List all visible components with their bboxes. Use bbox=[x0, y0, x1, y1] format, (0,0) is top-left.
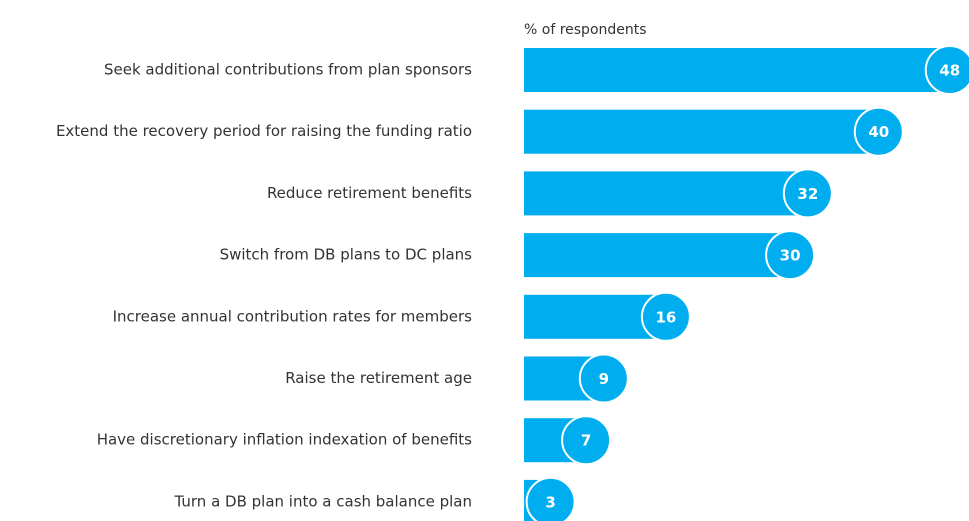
category-label: Reduce retirement benefits bbox=[267, 184, 472, 202]
value-label: 16 bbox=[655, 308, 676, 326]
axis-label: % of respondents bbox=[524, 22, 647, 38]
category-label: Seek additional contributions from plan … bbox=[104, 61, 472, 79]
value-badge bbox=[782, 168, 833, 219]
value-badge bbox=[640, 291, 691, 342]
value-badge bbox=[578, 353, 629, 404]
category-label: Raise the retirement age bbox=[285, 369, 472, 387]
bar bbox=[524, 48, 950, 92]
value-badge bbox=[924, 45, 969, 95]
value-label: 9 bbox=[599, 370, 609, 388]
value-badge bbox=[525, 476, 576, 521]
value-label: 32 bbox=[797, 185, 818, 203]
value-badge bbox=[561, 415, 612, 466]
category-label: Switch from DB plans to DC plans bbox=[220, 246, 473, 264]
value-label: 40 bbox=[868, 123, 889, 141]
bar bbox=[524, 171, 808, 216]
value-badge bbox=[853, 106, 904, 157]
value-label: 48 bbox=[939, 62, 960, 80]
category-label: Turn a DB plan into a cash balance plan bbox=[174, 492, 473, 510]
value-label: 3 bbox=[545, 493, 555, 511]
value-badge bbox=[765, 230, 816, 281]
bar bbox=[524, 109, 879, 154]
category-label: Increase annual contribution rates for m… bbox=[113, 307, 473, 325]
bar bbox=[524, 233, 791, 278]
category-label: Have discretionary inflation indexation … bbox=[97, 431, 472, 449]
value-label: 30 bbox=[780, 247, 801, 265]
value-label: 7 bbox=[581, 432, 591, 450]
category-label: Extend the recovery period for raising t… bbox=[56, 122, 472, 140]
